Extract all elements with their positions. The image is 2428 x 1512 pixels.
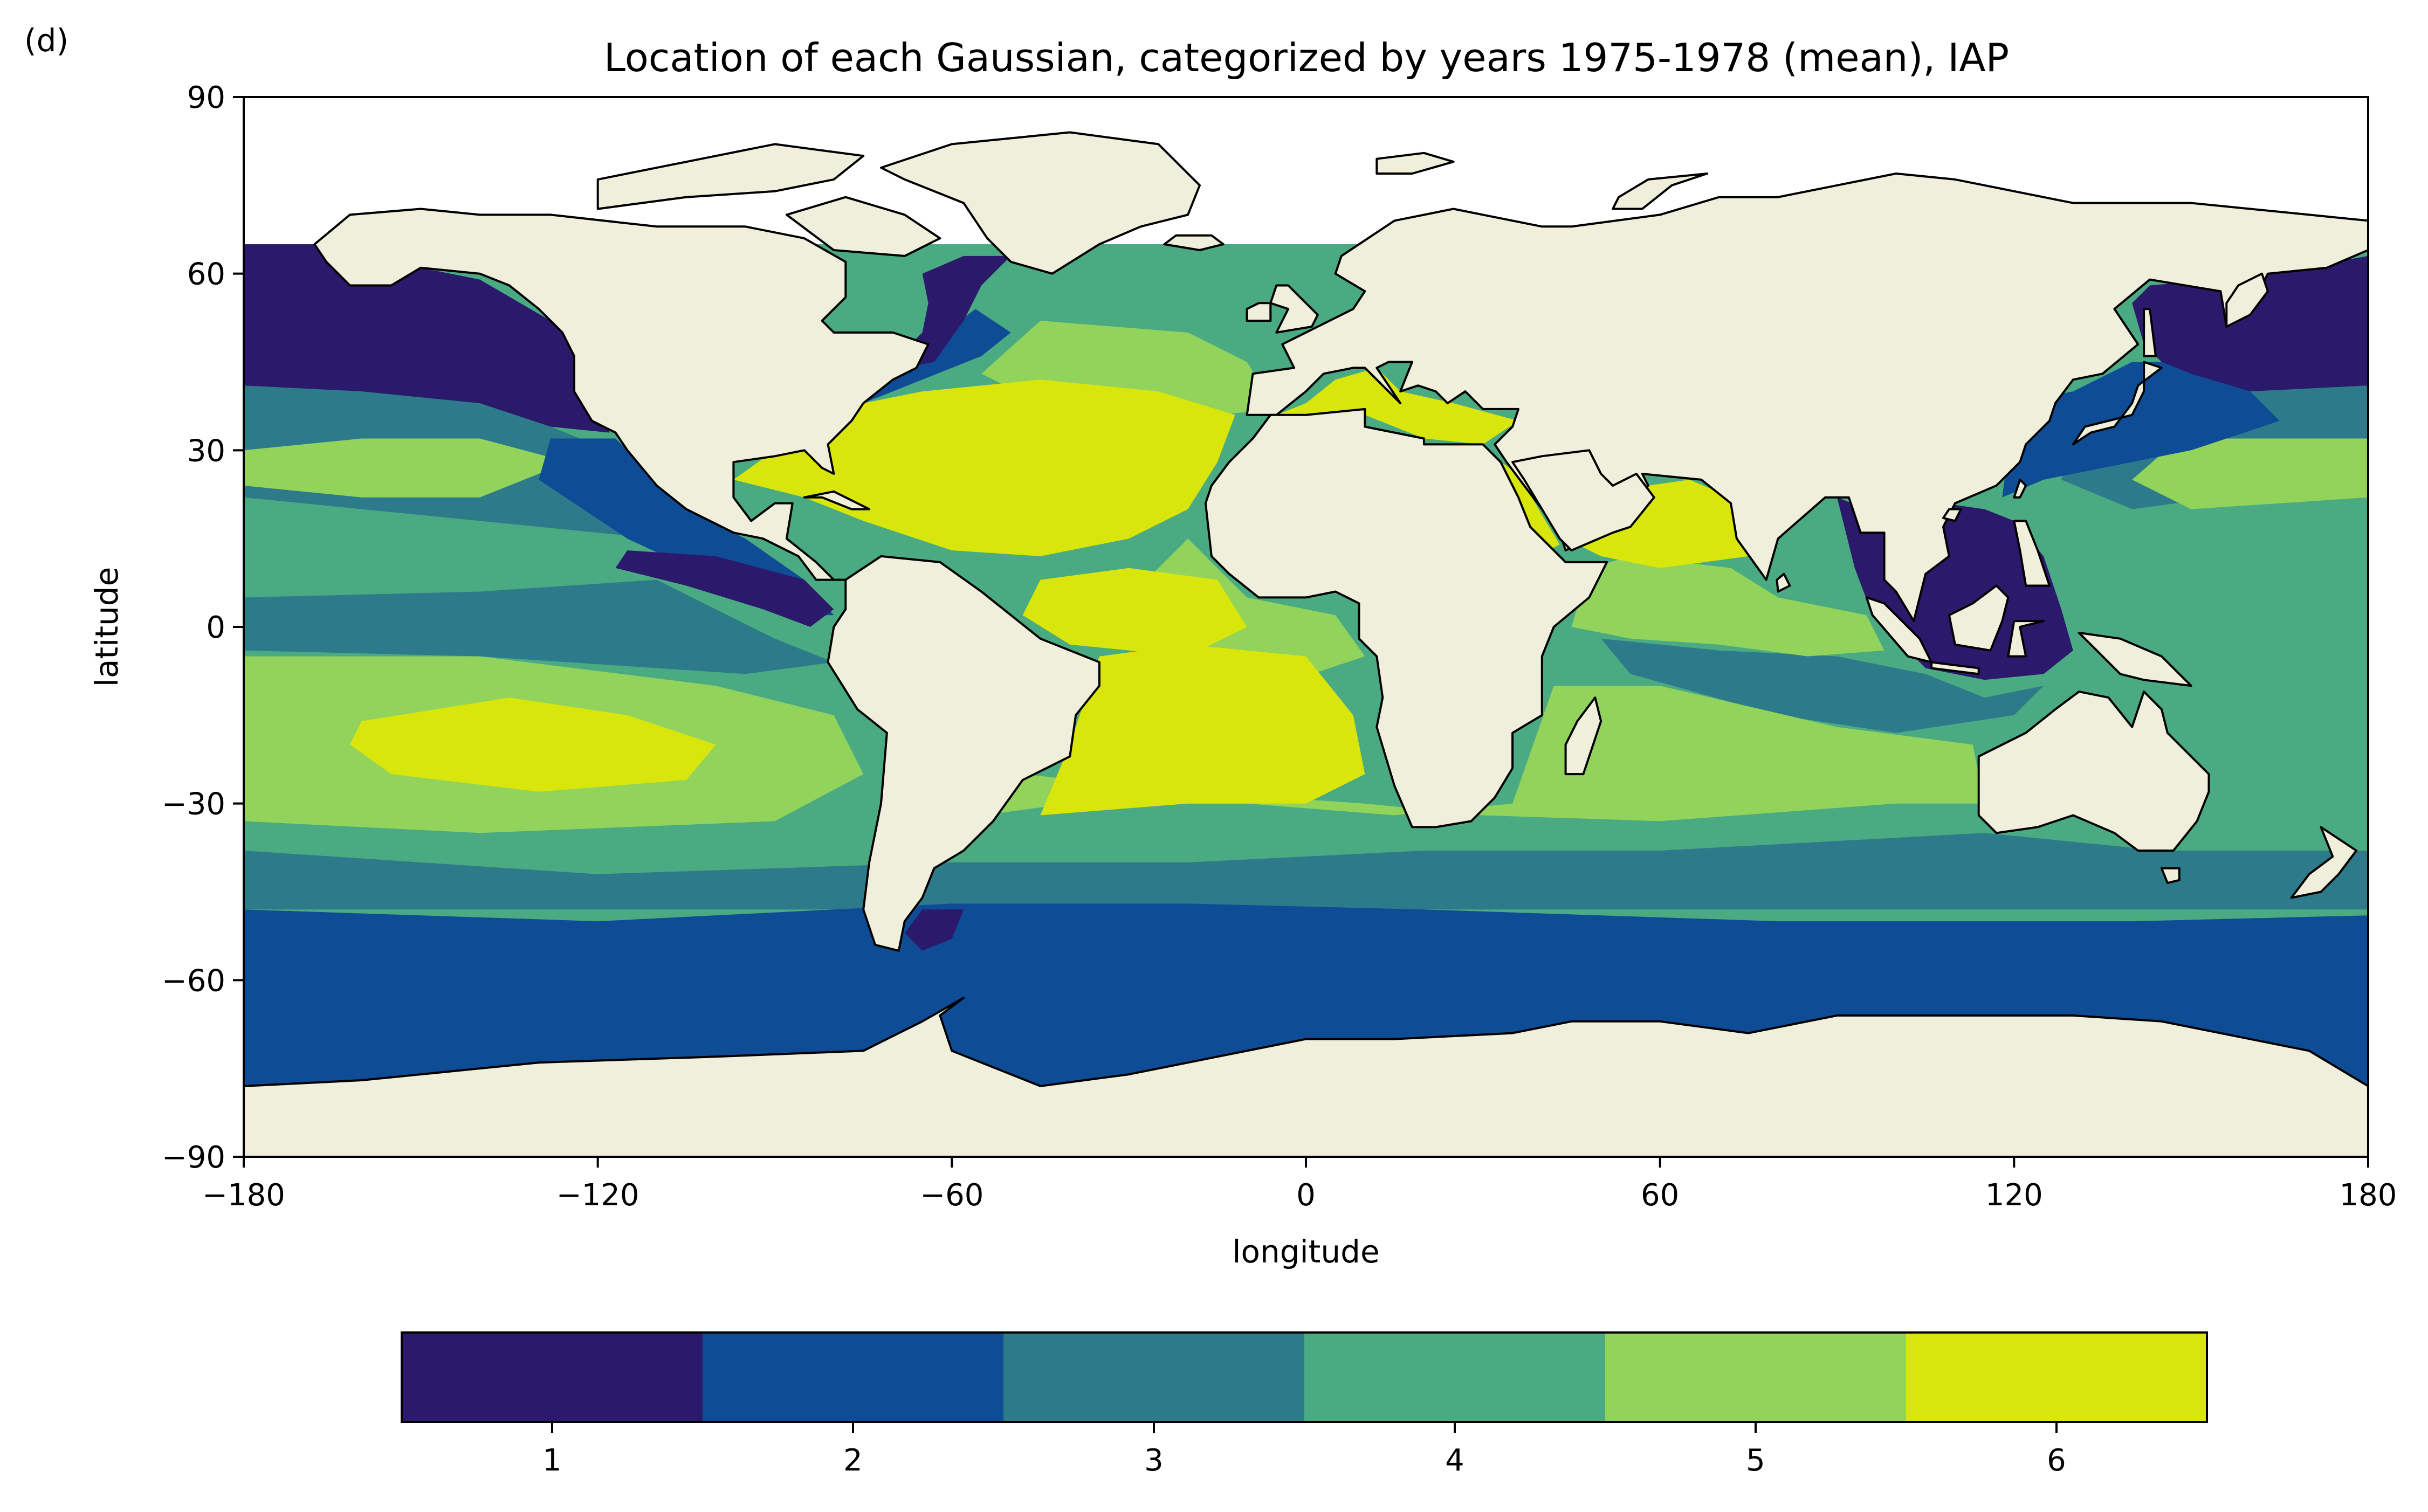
land-north-america: [313, 208, 930, 581]
land-africa: [1204, 408, 1608, 829]
x-axis: −180 −120 −60 0 60 120 180: [202, 1157, 2397, 1213]
x-axis-label: longitude: [1232, 1233, 1379, 1270]
land-ireland: [1246, 302, 1272, 322]
land-borneo: [1948, 584, 2010, 652]
ocean-region-class-2: [2002, 362, 2280, 498]
land-hainan: [1942, 508, 1962, 522]
land-iceland: [1163, 234, 1225, 251]
map-area: [244, 97, 2368, 1157]
land-philippines: [2013, 520, 2051, 587]
x-tick-label: −60: [920, 1178, 983, 1213]
land-new-zealand: [2290, 826, 2358, 899]
y-tick-label: −90: [162, 1140, 225, 1175]
ocean-region-class-6: [1040, 644, 1365, 816]
colorbar-tick-label: 5: [1746, 1443, 1765, 1478]
ocean-region-class-4: [952, 803, 1424, 862]
colorbar: 1 2 3 4 5 6: [401, 1331, 2208, 1478]
land-madagascar: [1564, 696, 1602, 776]
colorbar-swatch-3: [1003, 1333, 1305, 1422]
colorbar-swatch-4: [1304, 1333, 1606, 1422]
land-eurasia: [1246, 172, 2368, 623]
y-tick-label: 90: [187, 80, 225, 115]
land-cuba: [803, 490, 871, 510]
ocean-region-class-1: [2132, 256, 2368, 392]
ocean-region-class-3: [244, 833, 2368, 910]
ocean-region-class-5: [244, 438, 568, 498]
colorbar-tick-label: 1: [542, 1443, 562, 1478]
ocean-region-class-6: [350, 698, 716, 792]
colorbar-tick-label: 3: [1144, 1443, 1164, 1478]
ocean-region-class-5: [1571, 556, 1884, 657]
ocean-region-class-1: [904, 909, 964, 951]
colorbar-swatch-5: [1605, 1333, 1907, 1422]
ocean-region-class-6: [1276, 368, 1518, 445]
ocean-region-class-1: [892, 256, 1011, 368]
colorbar-tick-label: 2: [843, 1443, 863, 1478]
x-tick-label: 60: [1641, 1178, 1679, 1213]
y-tick-label: 30: [187, 433, 225, 468]
land-new-guinea: [2078, 631, 2192, 687]
colorbar-frame: [401, 1331, 2208, 1423]
land-novaya-zemlya: [1612, 172, 1709, 210]
ocean-region-class-6: [1501, 462, 1560, 550]
land-arabian-peninsula: [1511, 449, 1655, 551]
land-taiwan: [2013, 478, 2027, 499]
land-baffin-island: [785, 196, 941, 257]
land-antarctica: [244, 997, 2368, 1157]
land-greenland: [880, 131, 1201, 275]
ocean-region-class-1: [244, 244, 610, 433]
x-tick-label: 120: [1985, 1178, 2043, 1213]
ocean-region-class-1: [615, 550, 834, 627]
ocean-region-class-5: [981, 686, 1985, 821]
land-sri-lanka: [1776, 572, 1791, 593]
land-australia: [1977, 691, 2210, 852]
land-japan: [2072, 361, 2163, 446]
colorbar-swatch-2: [703, 1333, 1004, 1422]
land-canadian-arctic-archipelago: [596, 143, 865, 210]
colorbar-tick-label: 6: [2047, 1443, 2066, 1478]
x-tick-label: −120: [556, 1178, 639, 1213]
y-axis-label: latitude: [88, 567, 125, 687]
chart-title: Location of each Gaussian, categorized b…: [604, 35, 2009, 80]
ocean-region-class-5: [2132, 438, 2368, 509]
land-layer: [244, 131, 2368, 1157]
y-tick-label: 0: [206, 610, 225, 645]
land-kamchatka: [2225, 272, 2269, 328]
x-tick-label: 180: [2340, 1178, 2397, 1213]
ocean-region-class-6: [733, 379, 1235, 556]
ocean-region-class-6: [1022, 568, 1247, 657]
x-tick-label: −180: [202, 1178, 285, 1213]
y-axis: −90 −60 −30 0 30 60 90: [162, 80, 244, 1175]
panel-label: (d): [24, 22, 68, 59]
land-tasmania: [2160, 867, 2181, 885]
y-tick-label: 60: [187, 257, 225, 292]
land-south-america: [827, 555, 1100, 952]
y-tick-label: −30: [162, 787, 225, 822]
land-great-britain: [1269, 284, 1319, 334]
land-svalbard: [1375, 151, 1455, 175]
x-tick-label: 0: [1296, 1178, 1316, 1213]
land-sulawesi: [2007, 620, 2045, 658]
ocean-region-class-3: [244, 579, 834, 674]
colorbar-tick-label: 4: [1445, 1443, 1464, 1478]
ocean-region-class-3: [1601, 638, 2044, 733]
colorbar-swatch-6: [1906, 1333, 2207, 1422]
land-java: [1930, 661, 1980, 675]
land-sakhalin: [2143, 308, 2157, 357]
colorbar-swatch-1: [402, 1333, 703, 1422]
y-tick-label: −60: [162, 963, 225, 998]
